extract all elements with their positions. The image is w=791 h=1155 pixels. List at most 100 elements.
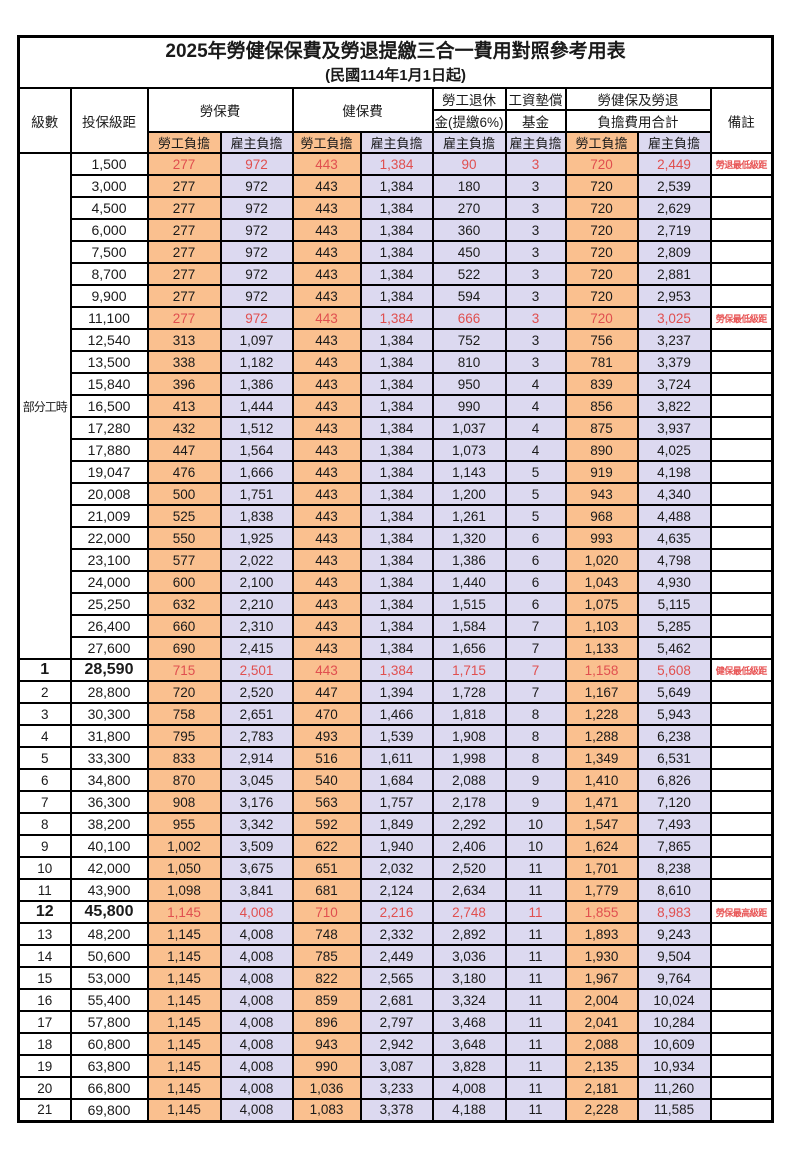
cell-pension-employer: 270	[431, 196, 507, 220]
cell-labor-insurance-employer: 1,751	[219, 482, 294, 506]
cell-total-employee: 720	[564, 196, 639, 220]
cell-health-insurance-employee: 443	[291, 548, 362, 572]
cell-total-employer: 9,764	[636, 966, 712, 990]
cell-bracket: 34,800	[69, 768, 149, 792]
cell-pension-employer: 1,386	[431, 548, 507, 572]
cell-wage-fund-employer: 6	[504, 592, 567, 616]
cell-bracket: 66,800	[69, 1076, 149, 1100]
cell-pension-employer: 3,468	[431, 1010, 507, 1034]
cell-total-employee: 781	[564, 350, 639, 374]
cell-total-employer: 3,025	[636, 306, 712, 330]
cell-health-insurance-employee: 447	[291, 680, 362, 704]
cell-health-insurance-employer: 3,233	[359, 1076, 434, 1100]
cell-note	[709, 394, 774, 418]
cell-total-employee: 1,930	[564, 944, 639, 968]
cell-labor-insurance-employer: 2,022	[219, 548, 294, 572]
cell-total-employee: 2,181	[564, 1076, 639, 1100]
cell-note	[709, 790, 774, 814]
cell-bracket: 38,200	[69, 812, 149, 836]
cell-health-insurance-employer: 1,684	[359, 768, 434, 792]
cell-health-insurance-employee: 1,083	[291, 1098, 362, 1122]
cell-health-insurance-employee: 443	[291, 526, 362, 550]
cell-wage-fund-employer: 3	[504, 240, 567, 264]
cell-labor-insurance-employee: 690	[146, 636, 222, 660]
cell-health-insurance-employer: 1,384	[359, 196, 434, 220]
table-title-cell: 2025年勞健保保費及勞退提繳三合一費用對照參考用表 (民國114年1月1日起)	[17, 35, 774, 89]
cell-health-insurance-employer: 1,384	[359, 372, 434, 396]
cell-total-employer: 2,953	[636, 284, 712, 308]
cell-total-employee: 875	[564, 416, 639, 440]
cell-health-insurance-employee: 443	[291, 218, 362, 242]
cell-bracket: 24,000	[69, 570, 149, 594]
cell-health-insurance-employer: 2,942	[359, 1032, 434, 1056]
table-row: 5 33,300 833 2,914 516 1,611 1,998 8 1,349 6,531	[17, 746, 774, 770]
cell-health-insurance-employee: 443	[291, 262, 362, 286]
table-row: 15 53,000 1,145 4,008 822 2,565 3,180 11 1,967 9,…	[17, 966, 774, 990]
cell-bracket: 26,400	[69, 614, 149, 638]
cell-health-insurance-employee: 592	[291, 812, 362, 836]
cell-health-insurance-employer: 2,032	[359, 856, 434, 880]
cell-pension-employer: 1,998	[431, 746, 507, 770]
cell-health-insurance-employee: 710	[291, 900, 362, 924]
cell-level: 14	[17, 944, 72, 968]
cell-note	[709, 262, 774, 286]
table-row: 16,500 413 1,444 443 1,384 990 4 856 3,822	[19, 394, 774, 418]
cell-pension-employer: 4,008	[431, 1076, 507, 1100]
cell-wage-fund-employer: 11	[504, 966, 567, 990]
cell-wage-fund-employer: 4	[504, 372, 567, 396]
cell-labor-insurance-employee: 870	[146, 768, 222, 792]
cell-pension-employer: 1,818	[431, 702, 507, 726]
cell-note	[709, 460, 774, 484]
cell-wage-fund-employer: 10	[504, 812, 567, 836]
cell-health-insurance-employee: 943	[291, 1032, 362, 1056]
cell-health-insurance-employer: 1,384	[359, 504, 434, 528]
cell-wage-fund-employer: 6	[504, 548, 567, 572]
cell-wage-fund-employer: 11	[504, 856, 567, 880]
cell-labor-insurance-employee: 720	[146, 680, 222, 704]
cell-health-insurance-employer: 1,384	[359, 394, 434, 418]
cell-labor-insurance-employer: 4,008	[219, 1032, 294, 1056]
cell-note	[709, 1076, 774, 1100]
cell-wage-fund-employer: 11	[504, 900, 567, 924]
cell-total-employer: 3,237	[636, 328, 712, 352]
cell-total-employer: 2,881	[636, 262, 712, 286]
cell-bracket: 13,500	[69, 350, 149, 374]
cell-labor-insurance-employer: 4,008	[219, 922, 294, 946]
cell-labor-insurance-employer: 2,651	[219, 702, 294, 726]
cell-note	[709, 504, 774, 528]
cell-total-employee: 720	[564, 240, 639, 264]
cell-level: 11	[17, 878, 72, 902]
cell-bracket: 9,900	[69, 284, 149, 308]
page-title: 2025年勞健保保費及勞退提繳三合一費用對照參考用表	[165, 41, 626, 62]
cell-total-employee: 720	[564, 262, 639, 286]
cell-labor-insurance-employer: 2,415	[219, 636, 294, 660]
cell-wage-fund-employer: 11	[504, 1076, 567, 1100]
cell-note	[709, 1098, 774, 1122]
cell-bracket: 20,008	[69, 482, 149, 506]
cell-total-employer: 3,937	[636, 416, 712, 440]
cell-labor-insurance-employer: 1,838	[219, 504, 294, 528]
table-row: 17,880 447 1,564 443 1,384 1,073 4 890 4,025	[19, 438, 774, 462]
cell-wage-fund-employer: 3	[504, 262, 567, 286]
cell-bracket: 43,900	[69, 878, 149, 902]
table-row: 8 38,200 955 3,342 592 1,849 2,292 10 1,547 7,493	[17, 812, 774, 836]
cell-labor-insurance-employer: 972	[219, 218, 294, 242]
cell-level: 9	[17, 834, 72, 858]
cell-total-employer: 3,724	[636, 372, 712, 396]
cell-health-insurance-employer: 1,384	[359, 548, 434, 572]
header-total-line2: 負擔費用合計	[564, 109, 712, 133]
cell-labor-insurance-employee: 1,145	[146, 1098, 222, 1122]
cell-pension-employer: 2,178	[431, 790, 507, 814]
cell-health-insurance-employer: 2,797	[359, 1010, 434, 1034]
header-note: 備註	[709, 87, 774, 154]
cell-level: 18	[17, 1032, 72, 1056]
cell-health-insurance-employer: 3,087	[359, 1054, 434, 1078]
cell-labor-insurance-employer: 972	[219, 240, 294, 264]
cell-labor-insurance-employee: 1,145	[146, 1010, 222, 1034]
table-body: 部分工時 1,500 277 972 443 1,384 90 3 720 2,449 勞退最低級距…	[17, 152, 774, 1122]
cell-health-insurance-employer: 1,384	[359, 614, 434, 638]
table-row: 17 57,800 1,145 4,008 896 2,797 3,468 11 2,041 10…	[17, 1010, 774, 1034]
cell-labor-insurance-employee: 1,145	[146, 1032, 222, 1056]
cell-labor-insurance-employee: 277	[146, 152, 222, 176]
cell-labor-insurance-employee: 758	[146, 702, 222, 726]
